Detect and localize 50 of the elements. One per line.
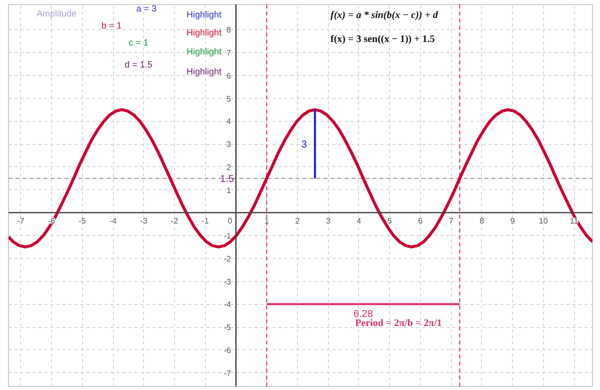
annotation: d = 1.5 — [124, 60, 152, 70]
x-tick-label: 6 — [418, 216, 424, 226]
annotation: b = 1 — [101, 20, 122, 30]
annotation: Amplitude — [36, 8, 77, 18]
y-tick-label: 6 — [226, 71, 232, 80]
x-tick-label: 4 — [356, 216, 362, 226]
annotation: 6.28 — [353, 309, 374, 320]
y-tick-label: 1 — [226, 186, 232, 195]
x-tick-label: 2 — [295, 216, 300, 226]
annotation: c = 1 — [128, 38, 148, 48]
y-tick-label: 4 — [226, 117, 232, 126]
x-tick-label: -2 — [170, 216, 179, 226]
annotation: 3 — [301, 140, 308, 151]
y-tick-label: -6 — [224, 346, 232, 355]
x-tick-label: -6 — [48, 216, 56, 226]
y-tick-label: 8 — [226, 26, 232, 35]
y-tick-label: -7 — [224, 368, 232, 378]
x-tick-label: 8 — [480, 216, 485, 226]
y-tick-label: 5 — [226, 94, 232, 104]
y-tick-label: 2 — [226, 162, 232, 172]
annotation: Period = 2π/b = 2π/1 — [355, 318, 442, 329]
x-tick-label: -1 — [202, 216, 210, 226]
y-tick-label: -5 — [224, 323, 232, 332]
x-tick-label: 11 — [570, 216, 579, 226]
y-tick-label: 7 — [226, 48, 232, 58]
x-tick-label: 9 — [510, 216, 516, 226]
x-tick-label: 0 — [228, 216, 233, 226]
x-tick-label: 5 — [387, 216, 392, 226]
annotation: f(x) = a * sin(b(x − c)) + d — [330, 10, 439, 21]
x-tick-label: 7 — [448, 216, 454, 226]
annotation: Highlight — [186, 66, 222, 76]
annotation: f(x) = 3 sen((x − 1)) + 1.5 — [330, 34, 435, 45]
line-series — [8, 108, 592, 248]
annotation: Highlight — [186, 46, 222, 56]
x-tick-label: -4 — [109, 216, 118, 226]
x-tick-label: -3 — [140, 216, 148, 226]
annotation: a = 3 — [136, 4, 157, 14]
x-tick-label: 3 — [326, 216, 331, 226]
x-tick-label: 1 — [264, 216, 270, 226]
y-tick-label: -4 — [224, 300, 232, 310]
annotation: Highlight — [186, 28, 222, 38]
y-tick-label: -3 — [224, 277, 232, 286]
y-tick-label: -2 — [224, 254, 232, 264]
y-tick-label: 3 — [226, 140, 232, 150]
ref-line-label: 1.5 — [220, 174, 234, 185]
x-tick-label: 10 — [538, 216, 548, 226]
annotation: Highlight — [186, 10, 222, 20]
x-tick-label: -5 — [78, 216, 86, 226]
x-tick-label: -7 — [17, 216, 25, 226]
y-tick-label: -1 — [224, 232, 232, 241]
